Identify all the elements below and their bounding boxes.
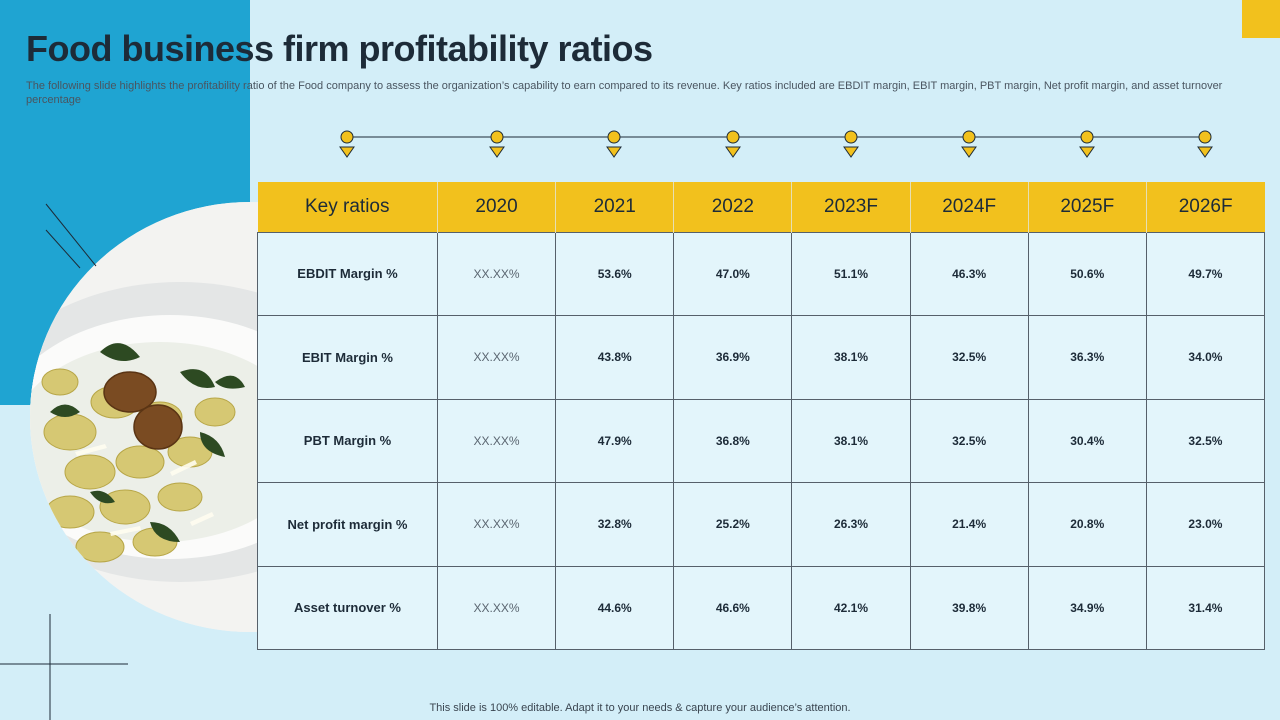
page-subtitle: The following slide highlights the profi… xyxy=(26,80,1223,106)
table-cell: 32.5% xyxy=(1145,398,1266,483)
decorative-lines xyxy=(0,203,128,720)
table-row: Net profit margin % XX.XX% 32.8% 25.2% 2… xyxy=(257,482,1266,567)
header-year: 2021 xyxy=(555,182,675,232)
table-cell: 23.0% xyxy=(1145,482,1266,567)
header-year: 2025F xyxy=(1028,182,1147,232)
footer-note: This slide is 100% editable. Adapt it to… xyxy=(429,702,851,714)
table-cell: 43.8% xyxy=(555,315,675,400)
table-cell: 32.5% xyxy=(909,398,1029,483)
table-cell: 36.8% xyxy=(673,398,793,483)
table-cell: 46.6% xyxy=(673,565,793,650)
page-title: Food business firm profitability ratios xyxy=(26,28,653,69)
table-cell: 21.4% xyxy=(909,482,1029,567)
table-cell: 31.4% xyxy=(1145,565,1266,650)
table-row: PBT Margin % XX.XX% 47.9% 36.8% 38.1% 32… xyxy=(257,398,1266,483)
table-row: Asset turnover % XX.XX% 44.6% 46.6% 42.1… xyxy=(257,565,1266,650)
table-cell: XX.XX% xyxy=(436,398,557,483)
table-cell: 47.0% xyxy=(673,231,793,316)
table-cell: 34.0% xyxy=(1145,315,1266,400)
table-row: EBDIT Margin % XX.XX% 53.6% 47.0% 51.1% … xyxy=(257,231,1266,316)
table-header-row: Key ratios 2020 2021 2022 2023F 2024F 20… xyxy=(257,182,1265,232)
table-cell: 50.6% xyxy=(1027,231,1147,316)
table-cell: 46.3% xyxy=(909,231,1029,316)
row-label: Asset turnover % xyxy=(257,565,438,650)
table-cell: XX.XX% xyxy=(436,315,557,400)
table-cell: XX.XX% xyxy=(436,565,557,650)
table-cell: 26.3% xyxy=(791,482,911,567)
header-year: 2022 xyxy=(673,182,793,232)
table-row: EBIT Margin % XX.XX% 43.8% 36.9% 38.1% 3… xyxy=(257,315,1266,400)
header-year: 2020 xyxy=(437,182,557,232)
table-cell: 36.3% xyxy=(1027,315,1147,400)
table-cell: 47.9% xyxy=(555,398,675,483)
table-cell: XX.XX% xyxy=(436,482,557,567)
row-label: EBIT Margin % xyxy=(257,315,438,400)
row-label: Net profit margin % xyxy=(257,482,438,567)
table-cell: 49.7% xyxy=(1145,231,1266,316)
table-cell: 51.1% xyxy=(791,231,911,316)
table-cell: 53.6% xyxy=(555,231,675,316)
table-cell: 32.8% xyxy=(555,482,675,567)
table-cell: 36.9% xyxy=(673,315,793,400)
table-cell: 38.1% xyxy=(791,315,911,400)
table-cell: 42.1% xyxy=(791,565,911,650)
row-label: PBT Margin % xyxy=(257,398,438,483)
header-year: 2026F xyxy=(1146,182,1265,232)
table-cell: 32.5% xyxy=(909,315,1029,400)
table-cell: 39.8% xyxy=(909,565,1029,650)
row-label: EBDIT Margin % xyxy=(257,231,438,316)
table-cell: 20.8% xyxy=(1027,482,1147,567)
header-year: 2023F xyxy=(791,182,911,232)
table-cell: 25.2% xyxy=(673,482,793,567)
yellow-corner-accent xyxy=(1242,0,1280,38)
header-year: 2024F xyxy=(910,182,1029,232)
table-cell: 34.9% xyxy=(1027,565,1147,650)
table-cell: 44.6% xyxy=(555,565,675,650)
table-cell: 38.1% xyxy=(791,398,911,483)
ratios-table: Key ratios 2020 2021 2022 2023F 2024F 20… xyxy=(257,182,1266,650)
timeline-markers xyxy=(339,130,1213,158)
table-cell: XX.XX% xyxy=(436,231,557,316)
table-cell: 30.4% xyxy=(1027,398,1147,483)
header-key-ratios: Key ratios xyxy=(257,182,438,232)
